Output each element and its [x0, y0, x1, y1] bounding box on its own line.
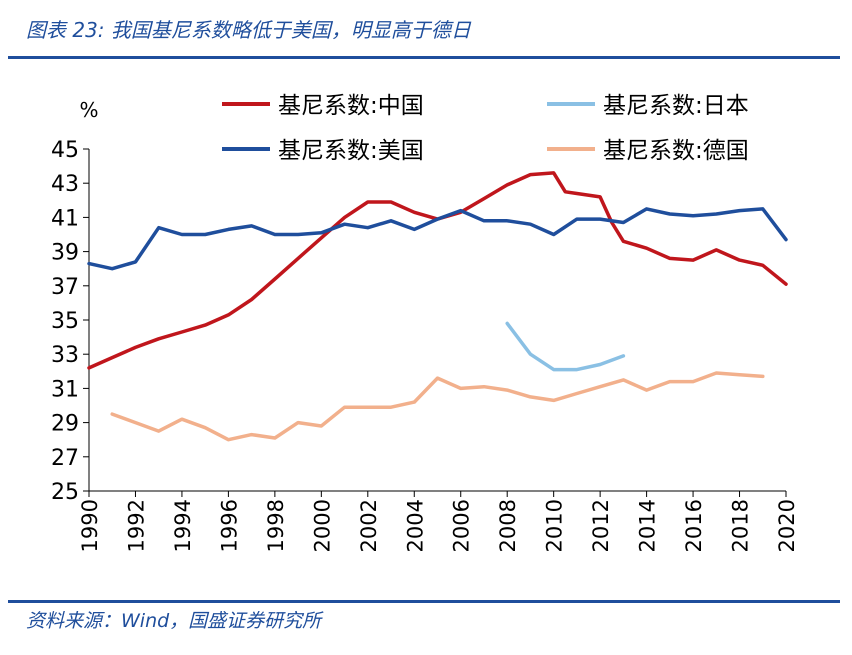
x-tick-label: 2014	[636, 499, 660, 552]
series-line-3	[110, 371, 765, 442]
legend-label-0: 基尼系数:中国	[278, 93, 424, 119]
y-tick-label: 29	[51, 412, 79, 437]
legend-label-2: 基尼系数:日本	[603, 93, 749, 119]
y-tick-label: 31	[51, 377, 79, 402]
y-tick-label: 35	[51, 309, 79, 334]
x-tick-label: 2008	[496, 499, 520, 552]
x-tick-label: 2010	[543, 499, 567, 552]
x-tick-label: 2020	[775, 499, 799, 552]
y-tick-label: 33	[51, 343, 79, 368]
x-tick-label: 2018	[729, 499, 753, 552]
y-tick-label: 37	[51, 275, 79, 300]
y-tick-label: 25	[51, 480, 79, 505]
series-line-1	[87, 207, 788, 271]
x-tick-label: 1990	[78, 499, 102, 552]
x-tick-label: 2016	[682, 499, 706, 552]
x-tick-label: 2002	[357, 499, 381, 552]
y-tick-label: 39	[51, 241, 79, 266]
x-tick-label: 2000	[310, 499, 334, 552]
x-tick-label: 1994	[171, 499, 195, 552]
x-tick-label: 1992	[124, 499, 148, 552]
top-divider	[8, 56, 840, 59]
x-tick-label: 1996	[217, 499, 241, 552]
bottom-divider	[8, 600, 840, 603]
gini-line-chart: 25 27 29 31 33 35 37 39 41 43 45% 1990 1992 1994 1996 1…	[51, 93, 799, 552]
y-tick-label: 27	[51, 446, 79, 471]
series-line-0	[87, 171, 788, 370]
y-tick-label: 45	[51, 138, 79, 163]
series-line-2	[505, 321, 626, 372]
source-note: 资料来源：Wind，国盛证券研究所	[26, 610, 322, 632]
x-tick-label: 2012	[589, 499, 613, 552]
y-tick-label: 43	[51, 172, 79, 197]
legend-label-3: 基尼系数:德国	[603, 138, 749, 164]
x-tick-label: 2004	[403, 499, 427, 552]
figure-title: 图表 23: 我国基尼系数略低于美国，明显高于德日	[26, 18, 471, 42]
x-tick-label: 2006	[450, 499, 474, 552]
y-tick-label: 41	[51, 206, 79, 231]
x-tick-label: 1998	[264, 499, 288, 552]
y-axis-unit-label: %	[79, 98, 98, 122]
legend-label-1: 基尼系数:美国	[278, 138, 424, 164]
